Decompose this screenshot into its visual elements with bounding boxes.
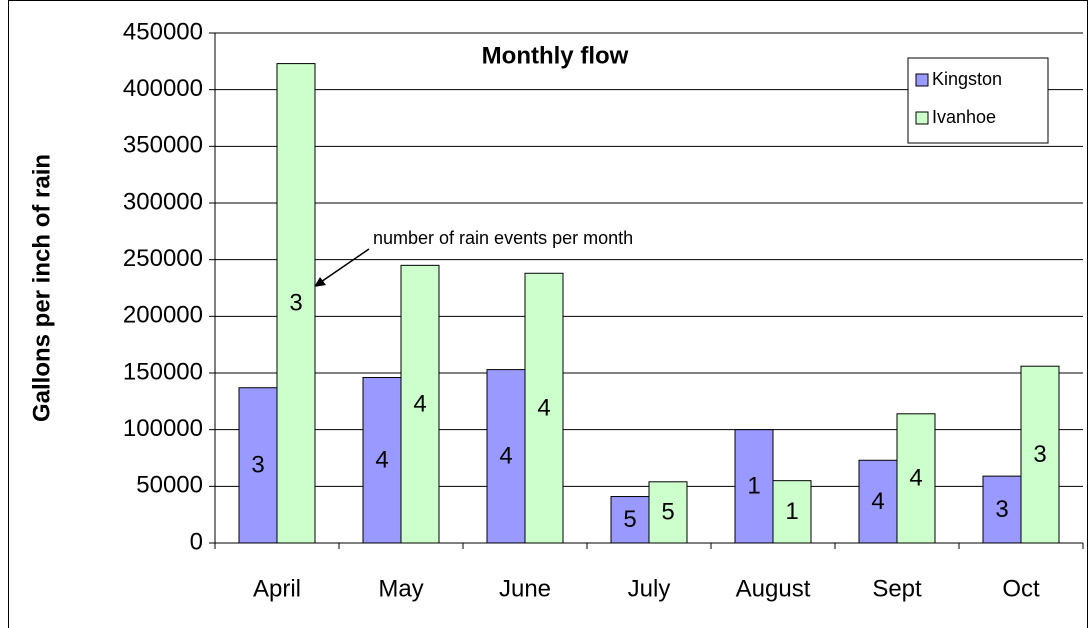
- bar: [238, 387, 278, 544]
- y-tick-label: 350000: [123, 132, 203, 159]
- y-tick-label: 200000: [123, 302, 203, 329]
- annotation: number of rain events per month: [373, 228, 633, 248]
- y-tick-label: 450000: [123, 18, 203, 45]
- legend-label: Kingston: [932, 69, 1002, 89]
- chart-title: Monthly flow: [482, 42, 629, 69]
- event-label: 5: [623, 506, 636, 533]
- y-axis-label: Gallons per inch of rain: [28, 154, 55, 422]
- legend-swatch: [915, 73, 929, 87]
- event-label: 3: [289, 290, 302, 317]
- bar: [982, 475, 1022, 544]
- event-label: 1: [785, 498, 798, 525]
- event-label: 4: [375, 447, 388, 474]
- event-label: 4: [499, 443, 512, 470]
- y-tick-label: 250000: [123, 245, 203, 272]
- annotation-arrow: [317, 248, 370, 285]
- x-tick-label: June: [499, 575, 551, 602]
- legend-label: Ivanhoe: [932, 107, 996, 127]
- event-label: 3: [995, 496, 1008, 523]
- bar: [648, 481, 688, 544]
- bar: [772, 480, 812, 544]
- bar: [400, 264, 440, 544]
- bar: [486, 369, 526, 544]
- event-label: 4: [537, 394, 550, 421]
- y-tick-label: 400000: [123, 75, 203, 102]
- y-tick-label: 150000: [123, 358, 203, 385]
- legend-swatch: [915, 111, 929, 125]
- event-label: 3: [1033, 441, 1046, 468]
- annotation-arrowhead: [314, 277, 326, 287]
- x-tick-label: April: [253, 575, 301, 602]
- x-tick-label: Sept: [872, 575, 922, 602]
- x-tick-label: Oct: [1002, 575, 1040, 602]
- y-tick-label: 50000: [136, 472, 203, 499]
- bar: [524, 272, 564, 544]
- event-label: 4: [909, 465, 922, 492]
- y-tick-label: 300000: [123, 188, 203, 215]
- x-tick-label: August: [736, 575, 811, 602]
- bar: [610, 496, 650, 544]
- bar: [276, 63, 316, 544]
- x-tick-label: July: [628, 575, 671, 602]
- event-label: 4: [413, 391, 426, 418]
- event-label: 4: [871, 488, 884, 515]
- event-label: 5: [661, 499, 674, 526]
- bar: [896, 413, 936, 544]
- legend-box: [907, 57, 1049, 144]
- bar: [734, 429, 774, 544]
- frame: [8, 0, 1088, 628]
- y-tick-label: 100000: [123, 415, 203, 442]
- event-label: 1: [747, 473, 760, 500]
- bar: [1020, 365, 1060, 544]
- x-tick-label: May: [378, 575, 423, 602]
- bar: [362, 377, 402, 544]
- event-label: 3: [251, 452, 264, 479]
- y-tick-label: 0: [190, 528, 203, 555]
- bar: [858, 459, 898, 544]
